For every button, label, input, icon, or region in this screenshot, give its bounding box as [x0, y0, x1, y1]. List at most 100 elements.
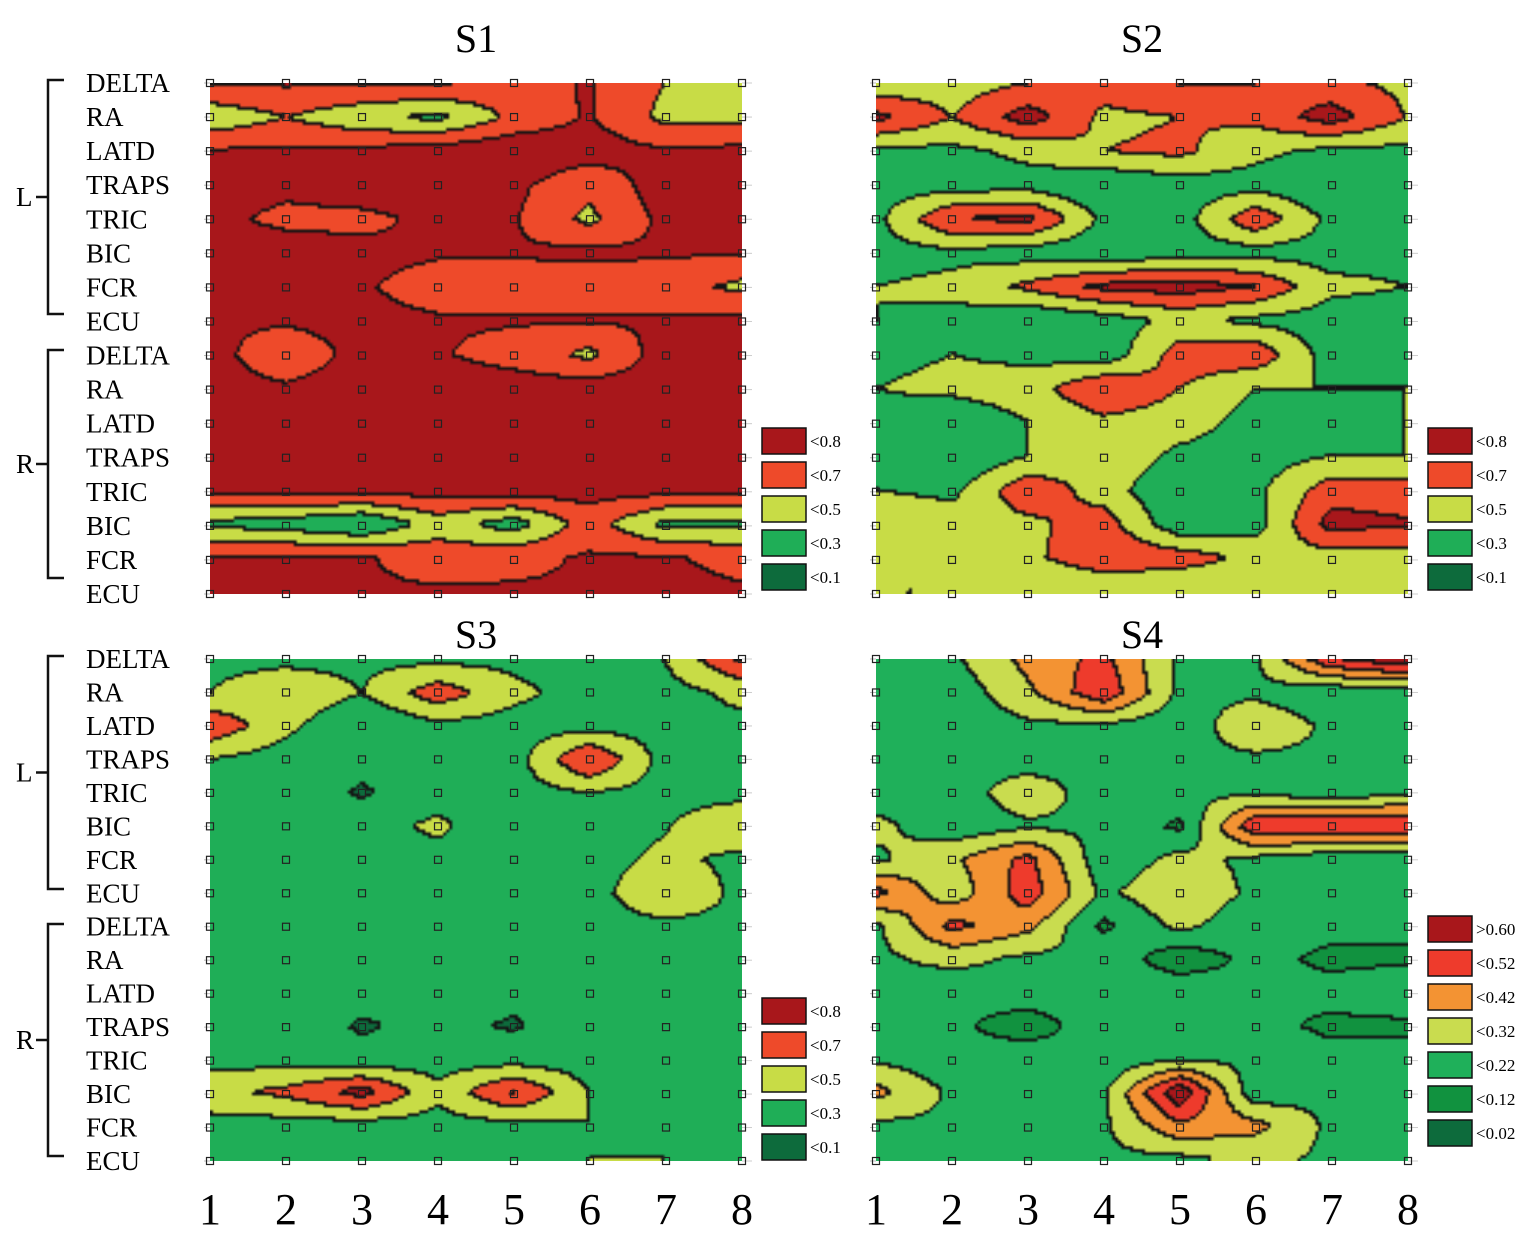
row-label: TRIC [86, 204, 148, 234]
sample-point [357, 654, 367, 664]
sample-point [1327, 989, 1337, 998]
sample-point [1327, 317, 1337, 326]
group-label: L [16, 182, 33, 212]
sample-point [1099, 555, 1109, 565]
sample-point [1175, 283, 1185, 292]
sample-point [585, 1123, 595, 1132]
row-label: FCR [86, 272, 137, 302]
row-label: DELTA [86, 341, 170, 371]
sample-point [1251, 78, 1261, 88]
sample-point [1099, 1123, 1109, 1132]
sample-point [871, 989, 881, 998]
sample-point [1327, 283, 1337, 292]
sample-point [661, 1056, 671, 1065]
sample-point [947, 922, 957, 931]
sample-point [205, 1123, 215, 1132]
sample-point [433, 521, 443, 530]
sample-point [871, 1056, 881, 1065]
sample-point [433, 1123, 443, 1132]
sample-point [871, 956, 881, 965]
sample-point [1023, 688, 1033, 697]
sample-point [1175, 317, 1185, 326]
sample-point [1403, 521, 1413, 530]
sample-point [947, 989, 957, 998]
sample-point [1175, 453, 1185, 462]
row-label: FCR [86, 845, 137, 875]
sample-point [661, 147, 671, 156]
sample-point [1251, 385, 1261, 394]
sample-point [509, 249, 519, 258]
sample-point [871, 654, 881, 664]
x-tick-label: 7 [655, 1185, 677, 1234]
sample-point [871, 555, 881, 565]
sample-point [1251, 419, 1261, 428]
group-label: L [16, 758, 33, 788]
legend-label: <0.5 [810, 500, 841, 519]
x-tick-label: 3 [351, 1185, 373, 1234]
sample-point [661, 1156, 671, 1166]
sample-point [509, 654, 519, 664]
group-bracket [46, 654, 64, 891]
sample-point [661, 688, 671, 697]
group-brackets: L R L R [16, 78, 64, 1158]
sample-point [433, 351, 443, 360]
sample-point [871, 855, 881, 864]
sample-point [433, 721, 443, 731]
legend-swatch [1427, 495, 1473, 523]
legend-s3: <0.8 <0.7 <0.5 <0.3 <0.1 [761, 997, 841, 1161]
sample-point [281, 555, 291, 565]
sample-point [281, 487, 291, 496]
row-label: BIC [86, 511, 131, 541]
sample-point [1251, 922, 1261, 931]
sample-point [509, 555, 519, 565]
sample-point [1327, 755, 1337, 764]
x-tick-label: 6 [1245, 1185, 1267, 1234]
sample-point [1251, 788, 1261, 797]
sample-point [661, 589, 671, 599]
legend-swatch [1427, 1017, 1473, 1045]
sample-point [205, 521, 215, 530]
sample-point [1099, 1023, 1109, 1032]
sample-point [1023, 385, 1033, 394]
sample-point [509, 589, 519, 599]
sample-point [871, 419, 881, 428]
sample-point [509, 855, 519, 864]
sample-point [1023, 521, 1033, 530]
sample-point [737, 351, 747, 360]
sample-point [1403, 419, 1413, 428]
sample-point [1175, 249, 1185, 258]
sample-point [357, 1023, 367, 1032]
sample-point [585, 654, 595, 664]
sample-point [1099, 688, 1109, 697]
sample-point [947, 1156, 957, 1166]
legend-swatch [761, 461, 807, 489]
sample-point [661, 487, 671, 496]
sample-point [947, 788, 957, 797]
sample-point [1023, 283, 1033, 292]
sample-point [281, 215, 291, 224]
sample-point [205, 78, 215, 88]
sample-point [205, 889, 215, 898]
legend-swatch [761, 1065, 807, 1093]
row-label: TRAPS [86, 443, 170, 473]
sample-point [585, 688, 595, 697]
heatmap-surface [210, 659, 742, 1161]
sample-point [947, 453, 957, 462]
sample-point [947, 112, 957, 122]
sample-point [1099, 755, 1109, 764]
sample-point [509, 283, 519, 292]
sample-point [509, 215, 519, 224]
sample-point [205, 1156, 215, 1166]
sample-point [1023, 249, 1033, 258]
sample-point [1251, 351, 1261, 360]
sample-point [281, 181, 291, 190]
sample-point [585, 989, 595, 998]
panel-title-s4: S4 [1121, 612, 1163, 657]
legend-s4: >0.60 <0.52 <0.42 <0.32 <0.22 <0.12 <0.02 [1427, 915, 1515, 1147]
sample-point [585, 317, 595, 326]
panel-title-s1: S1 [455, 16, 497, 61]
sample-point [1327, 181, 1337, 190]
sample-point [585, 1023, 595, 1032]
sample-point [433, 317, 443, 326]
sample-point [737, 688, 747, 697]
